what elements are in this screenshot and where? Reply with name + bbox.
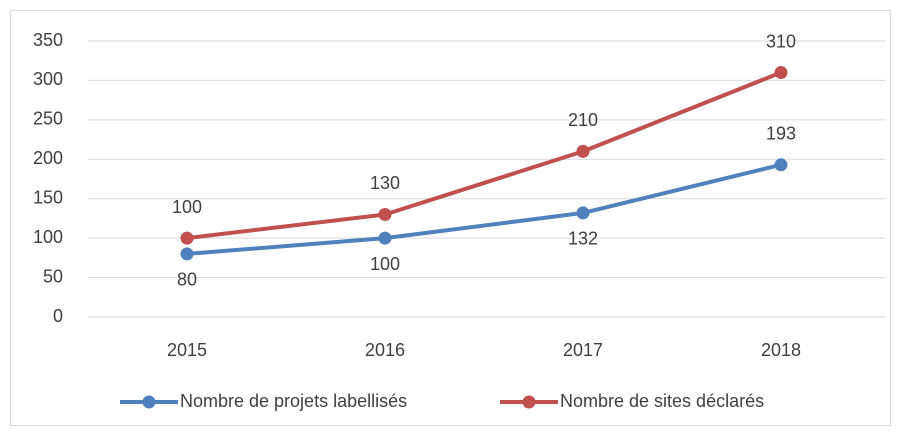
data-label: 80	[177, 270, 197, 290]
data-label: 310	[766, 31, 796, 51]
y-tick-label: 300	[33, 69, 63, 89]
data-label: 130	[370, 173, 400, 193]
series-line	[185, 70, 783, 241]
y-tick-label: 350	[33, 30, 63, 50]
y-tick-label: 100	[33, 227, 63, 247]
data-point	[774, 66, 788, 80]
x-tick-label: 2016	[365, 340, 405, 360]
data-label: 193	[766, 124, 796, 144]
y-tick-label: 250	[33, 109, 63, 129]
data-label: 132	[568, 229, 598, 249]
data-point	[576, 206, 590, 220]
chart-border	[10, 10, 891, 426]
data-point	[576, 144, 590, 158]
y-tick-label: 200	[33, 148, 63, 168]
x-tick-label: 2015	[167, 340, 207, 360]
y-tick-label: 150	[33, 187, 63, 207]
series-line	[185, 162, 783, 256]
y-tick-label: 50	[43, 266, 63, 286]
data-label: 210	[568, 110, 598, 130]
data-point	[180, 247, 194, 261]
x-tick-label: 2018	[761, 340, 801, 360]
legend-marker	[142, 395, 156, 409]
legend-marker	[522, 395, 536, 409]
y-tick-label: 0	[53, 306, 63, 326]
data-point	[774, 158, 788, 172]
data-point	[378, 231, 392, 245]
x-tick-label: 2017	[563, 340, 603, 360]
data-label: 100	[172, 197, 202, 217]
data-point	[378, 207, 392, 221]
legend-label: Nombre de sites déclarés	[560, 391, 764, 411]
data-label: 100	[370, 254, 400, 274]
data-point	[180, 231, 194, 245]
legend-label: Nombre de projets labellisés	[180, 391, 407, 411]
